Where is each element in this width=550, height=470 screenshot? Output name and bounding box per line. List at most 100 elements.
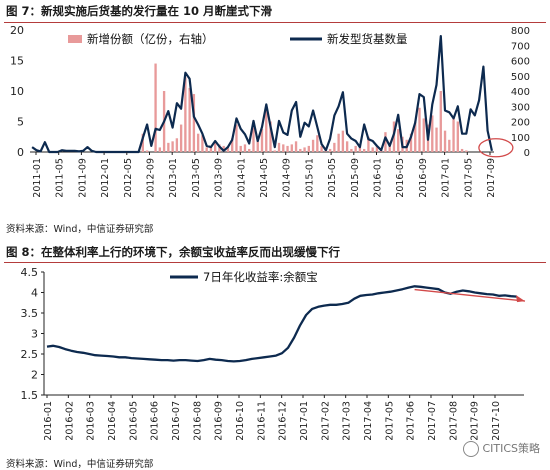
bar xyxy=(231,138,234,152)
bar xyxy=(214,142,217,152)
y-tick-label: 4 xyxy=(31,287,38,300)
y-tick-label: 2 xyxy=(31,369,38,382)
bar xyxy=(431,115,434,152)
bar xyxy=(277,142,281,152)
x-tick-label: 2016-04 xyxy=(107,401,118,441)
x-tick-label: 2016-01 xyxy=(43,401,54,441)
bar xyxy=(209,147,213,152)
chart-7-svg: 051015200100200300400500600700800新增份额（亿份… xyxy=(10,24,530,198)
bar xyxy=(269,121,272,152)
bar xyxy=(184,77,187,152)
bar xyxy=(303,147,306,152)
bar xyxy=(316,135,319,152)
x-tick-label: 2017-02 xyxy=(320,401,331,441)
bar xyxy=(286,145,289,152)
x-tick-label: 2016-01 xyxy=(373,158,384,198)
x-tick-label: 2013-01 xyxy=(168,158,179,198)
bar xyxy=(222,145,225,152)
x-tick-label: 2016-10 xyxy=(235,401,246,441)
x-tick-label: 2017-05 xyxy=(384,401,395,441)
bar xyxy=(196,133,200,152)
bar xyxy=(141,133,144,152)
x-tick-label: 2012-01 xyxy=(100,158,111,198)
x-tick-label: 2011-05 xyxy=(55,158,66,198)
x-tick-label: 2014-01 xyxy=(236,158,247,198)
watermark: CITICS策略 xyxy=(463,440,540,457)
right-tick-label: 400 xyxy=(511,87,530,98)
x-tick-label: 2016-07 xyxy=(171,401,182,441)
bar xyxy=(384,132,387,152)
left-tick-label: 20 xyxy=(10,24,24,37)
bar xyxy=(443,130,447,152)
x-tick-label: 2017-10 xyxy=(491,401,502,441)
bar xyxy=(218,144,221,152)
y-tick-label: 2.5 xyxy=(21,348,39,361)
bar xyxy=(265,107,268,152)
bar xyxy=(167,142,170,152)
bar xyxy=(350,148,353,152)
y-tick-label: 4.5 xyxy=(21,266,39,279)
x-tick-label: 2016-09 xyxy=(214,401,225,441)
bar xyxy=(341,130,345,152)
bar xyxy=(362,148,366,152)
bar xyxy=(422,118,425,152)
x-tick-label: 2016-03 xyxy=(86,401,97,441)
bar xyxy=(248,148,251,152)
right-tick-label: 200 xyxy=(511,118,530,129)
bar xyxy=(205,147,208,152)
bar xyxy=(235,124,238,152)
y-tick-label: 3 xyxy=(31,328,38,341)
bar xyxy=(448,139,451,152)
figure-8-title: 图 8：在整体利率上行的环境下，余额宝收益率反而出现缓慢下行 xyxy=(6,245,341,259)
left-tick-label: 10 xyxy=(10,85,24,98)
x-tick-label: 2016-02 xyxy=(64,401,75,441)
x-tick-label: 2017-06 xyxy=(406,401,417,441)
y-tick-label: 1.5 xyxy=(21,389,39,402)
figure-8-source: 资料来源：Wind，中信证券研究部 xyxy=(6,459,154,470)
x-tick-label: 2011-01 xyxy=(32,158,43,198)
bar xyxy=(175,138,179,152)
figure-7-title-rule xyxy=(4,22,546,23)
bar xyxy=(333,142,336,152)
x-tick-label: 2016-08 xyxy=(192,401,203,441)
figure-7-source: 资料来源：Wind，中信证券研究部 xyxy=(6,224,154,235)
x-tick-label: 2016-06 xyxy=(150,401,161,441)
x-tick-label: 2017-01 xyxy=(441,158,452,198)
x-tick-label: 2014-05 xyxy=(259,158,270,198)
x-tick-label: 2017-01 xyxy=(299,401,310,441)
watermark-text: CITICS策略 xyxy=(482,442,540,455)
right-tick-label: 0 xyxy=(524,148,530,159)
bar xyxy=(179,124,183,152)
bar xyxy=(409,133,413,152)
bar xyxy=(154,63,157,152)
right-tick-label: 100 xyxy=(511,133,530,144)
x-tick-label: 2017-04 xyxy=(363,401,374,441)
left-tick-label: 15 xyxy=(10,55,24,68)
legend-label-line: 新发型货基数量 xyxy=(327,32,408,46)
bar xyxy=(290,144,293,152)
x-tick-label: 2013-09 xyxy=(214,158,225,198)
y-tick-label: 3.5 xyxy=(21,307,39,320)
bar xyxy=(201,135,204,152)
legend-label-bar: 新增份额（亿份，右轴） xyxy=(87,32,214,46)
trend-arrow-line xyxy=(414,288,526,302)
x-tick-label: 2015-05 xyxy=(327,158,338,198)
wechat-icon xyxy=(463,441,480,457)
bar xyxy=(456,121,459,152)
x-tick-label: 2017-03 xyxy=(342,401,353,441)
bar xyxy=(375,145,379,152)
bar xyxy=(371,147,374,152)
left-tick-label: 5 xyxy=(17,116,24,129)
x-tick-label: 2017-09 xyxy=(486,158,497,198)
bar xyxy=(243,144,247,152)
chart-8-svg: 1.5 2 2.5 3 3.5 4 4.5 7日年化收益率:余额宝 2016-01 2016-02… xyxy=(21,266,526,441)
x-tick-label: 2016-05 xyxy=(395,158,406,198)
bar xyxy=(397,129,400,152)
bar xyxy=(337,133,340,152)
bar xyxy=(282,144,285,152)
bar xyxy=(328,148,332,152)
x-tick-label: 2016-11 xyxy=(256,401,267,441)
bar xyxy=(435,127,438,152)
x-tick-label: 2017-09 xyxy=(470,401,481,441)
figure-7-title: 图 7：新规实施后货基的发行量在 10 月断崖式下滑 xyxy=(6,4,273,18)
